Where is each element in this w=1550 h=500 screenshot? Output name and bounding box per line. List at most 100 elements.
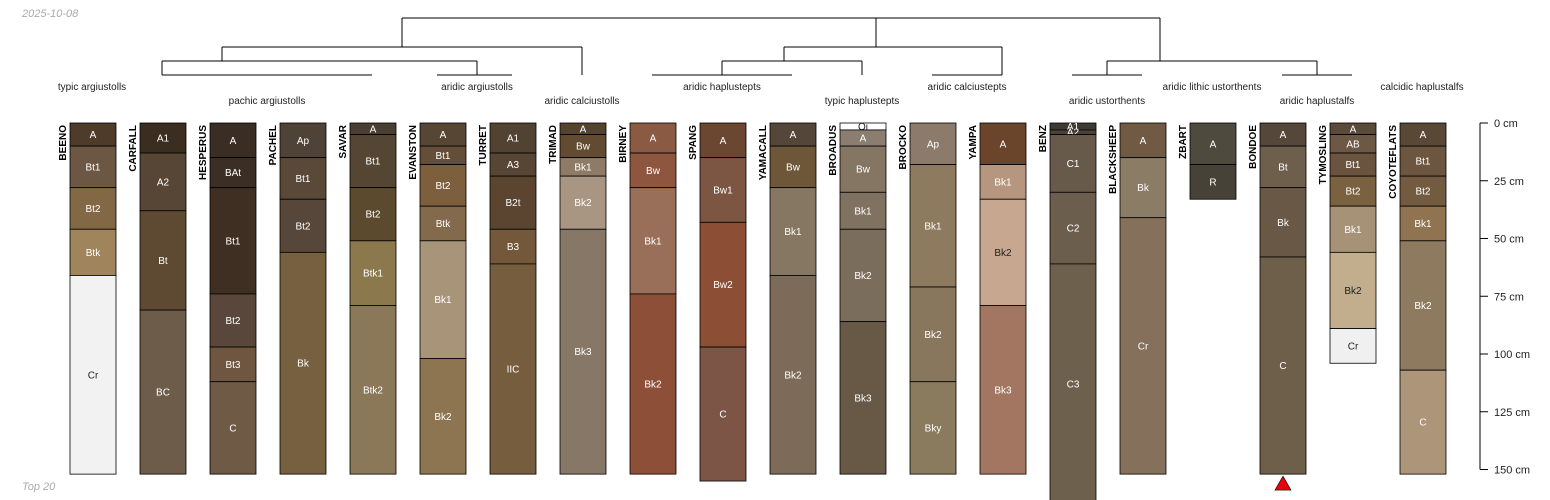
axis-tick-label: 75 cm xyxy=(1494,291,1524,303)
class-label: aridic lithic ustorthents xyxy=(1163,82,1262,93)
horizon-bk2 xyxy=(839,228,887,323)
horizon-bt2 xyxy=(279,198,327,253)
horizon-label: Bk1 xyxy=(644,236,662,247)
horizon-a xyxy=(1189,122,1237,165)
horizon-a xyxy=(979,122,1027,165)
profile-name: SPANG xyxy=(688,125,699,160)
horizon-bk2 xyxy=(769,275,817,475)
profile-trimad: A Bw Bk1 Bk2 Bk3 TRIMAD xyxy=(548,122,607,475)
horizon-bk2 xyxy=(1329,251,1377,329)
horizon-label: Bw xyxy=(856,165,871,176)
horizon-label: Bt xyxy=(1278,162,1288,173)
horizon-label: Bt2 xyxy=(435,181,450,192)
horizon-a2 xyxy=(139,152,187,212)
horizon-btk xyxy=(419,205,467,242)
horizon-bk3 xyxy=(839,321,887,475)
horizon-bk1 xyxy=(1399,205,1447,242)
profile-bondoe: A Bt Bk C BONDOE xyxy=(1248,122,1307,475)
horizon-c2 xyxy=(1049,191,1097,265)
horizon-label: Bk2 xyxy=(994,248,1012,259)
horizon-label: AB xyxy=(1346,139,1360,150)
horizon-label: B3 xyxy=(507,242,520,253)
horizon-bw2 xyxy=(699,221,747,348)
profile-name: TRIMAD xyxy=(548,125,559,164)
profile-birney: A Bw Bk1 Bk2 BIRNEY xyxy=(618,122,677,475)
horizon-label: C xyxy=(229,423,236,434)
horizon-bw xyxy=(769,145,817,189)
horizon-label: Ap xyxy=(297,136,310,147)
axis-tick-label: 0 cm xyxy=(1494,118,1518,130)
profile-yampa: A Bk1 Bk2 Bk3 YAMPA xyxy=(968,122,1027,475)
horizon-label: C xyxy=(1419,418,1426,429)
profile-name: BROCKO xyxy=(898,125,909,170)
profile-spang: A Bw1 Bw2 C SPANG xyxy=(688,122,747,482)
profile-beeno: A Bt1 Bt2 Btk Cr BEENO xyxy=(58,122,117,475)
horizon-bc xyxy=(139,309,187,475)
depth-axis: 0 cm 25 cm 50 cm 75 cm 100 cm 125 cm 150 cm xyxy=(1479,118,1530,477)
horizon-label: B2t xyxy=(505,198,520,209)
horizon-iic xyxy=(489,263,537,475)
class-label: typic argiustolls xyxy=(58,82,126,93)
horizon-cr xyxy=(1119,217,1167,475)
horizon-label: Bk1 xyxy=(854,206,872,217)
horizon-bk xyxy=(1119,157,1167,219)
horizon-btk1 xyxy=(349,240,397,306)
horizon-c xyxy=(1259,256,1307,475)
horizon-label: A1 xyxy=(1067,122,1080,133)
horizon-label: Bk2 xyxy=(784,370,802,381)
horizon-bk2 xyxy=(1399,240,1447,371)
horizon-label: Bk3 xyxy=(574,347,592,358)
axis-tick-label: 125 cm xyxy=(1494,407,1530,419)
horizon-label: Ap xyxy=(927,139,940,150)
warning-triangle-marker xyxy=(1274,475,1292,491)
class-label: aridic argiustolls xyxy=(441,82,513,93)
horizon-bk xyxy=(279,251,327,475)
horizon-label: Bt1 xyxy=(435,151,450,162)
horizon-label: A xyxy=(230,136,237,147)
horizon-label: Bt1 xyxy=(225,236,240,247)
horizon-label: Bk2 xyxy=(574,198,592,209)
horizon-bk1 xyxy=(839,191,887,230)
axis-tick-label: 50 cm xyxy=(1494,234,1524,246)
horizon-bk1 xyxy=(1329,205,1377,253)
horizon-bt xyxy=(139,210,187,311)
profile-zbart: A R ZBART xyxy=(1178,122,1237,200)
horizon-label: Bk1 xyxy=(1414,219,1432,230)
profile-name: BLACKSHEEP xyxy=(1108,125,1119,194)
horizon-bt1 xyxy=(279,157,327,200)
horizon-c3 xyxy=(1049,263,1097,500)
horizon-a1 xyxy=(139,122,187,154)
horizon-label: Cr xyxy=(1348,341,1359,352)
horizon-label: A xyxy=(860,134,867,145)
horizon-ap xyxy=(279,122,327,159)
profile-blacksheep: A Bk Cr BLACKSHEEP xyxy=(1108,122,1167,475)
horizon-label: C2 xyxy=(1067,224,1080,235)
profile-yamacall: A Bw Bk1 Bk2 YAMACALL xyxy=(758,122,817,475)
horizon-bw xyxy=(839,145,887,193)
horizon-a xyxy=(629,122,677,154)
horizon-label: Bw xyxy=(576,142,591,153)
profile-name: YAMACALL xyxy=(758,125,769,180)
date-stamp: 2025-10-08 xyxy=(22,8,79,20)
horizon-bt xyxy=(1259,145,1307,189)
horizon-bk3 xyxy=(979,305,1027,475)
horizon-label: Bk2 xyxy=(434,412,452,423)
horizon-label: C1 xyxy=(1067,159,1080,170)
profile-name: COYOTEFLATS xyxy=(1388,125,1399,199)
profile-name: CARFALL xyxy=(128,125,139,172)
axis-tick-label: 100 cm xyxy=(1494,349,1530,361)
class-labels: typic argiustolls pachic argiustolls aridi… xyxy=(58,82,1464,107)
horizon-a xyxy=(1119,122,1167,159)
class-label: aridic haplustalfs xyxy=(1280,96,1354,107)
class-label: calcidic haplustalfs xyxy=(1380,82,1463,93)
horizon-label: A2 xyxy=(157,177,170,188)
horizon-label: Bk1 xyxy=(434,295,452,306)
horizon-label: R xyxy=(1209,177,1216,188)
class-label: aridic calciustolls xyxy=(544,96,619,107)
horizon-cr xyxy=(1329,328,1377,364)
horizon-label: Bt1 xyxy=(295,174,310,185)
class-label: aridic calciustepts xyxy=(928,82,1007,93)
horizon-label: A xyxy=(1000,139,1007,150)
